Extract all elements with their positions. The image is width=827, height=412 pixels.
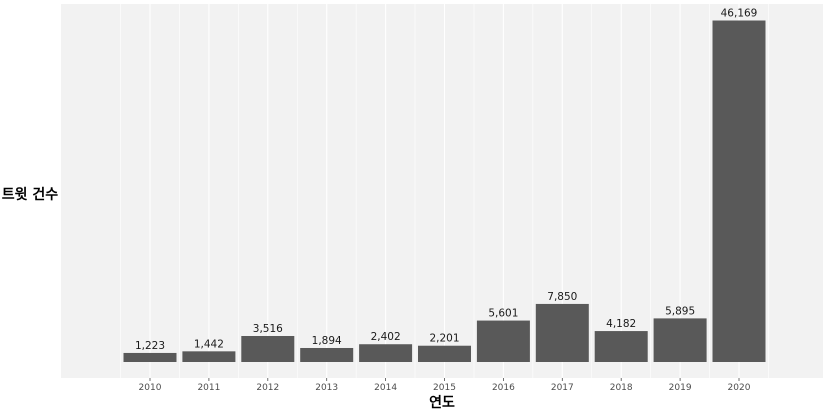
bar-value-label: 2,201 [429, 333, 459, 345]
bar-value-label: 5,895 [665, 305, 695, 317]
bar-value-label: 4,182 [606, 318, 636, 330]
bar-value-label: 3,516 [253, 323, 283, 335]
x-tick-label: 2011 [197, 383, 220, 393]
x-tick-label: 2013 [315, 383, 338, 393]
bar [300, 347, 354, 362]
bar [594, 331, 648, 362]
x-tick-label: 2014 [374, 383, 397, 393]
x-tick-label: 2010 [139, 383, 162, 393]
plot-panel [61, 4, 823, 378]
x-tick-label: 2016 [492, 383, 515, 393]
bars [123, 20, 766, 363]
bar [123, 352, 177, 362]
bar [476, 320, 530, 362]
x-axis-title: 연도 [429, 395, 455, 411]
bar [712, 20, 766, 363]
x-tick-label: 2015 [433, 383, 456, 393]
bar-value-label: 1,894 [312, 335, 342, 347]
x-tick-label: 2019 [669, 383, 692, 393]
y-axis-title: 트윗 건수 [2, 186, 59, 203]
bar-value-label: 1,223 [135, 340, 165, 352]
bar [359, 344, 413, 362]
data-labels: 1,223 1,442 3,516 1,894 2,402 2,201 5,601 7,850… [135, 8, 757, 352]
bar-value-label: 46,169 [721, 8, 758, 20]
x-axis-ticks: 2010 2011 2012 2013 2014 2015 2016 2017 2018 2019… [139, 378, 751, 393]
bar-value-label: 2,402 [371, 331, 401, 343]
bar [182, 351, 236, 362]
bar-value-label: 7,850 [547, 291, 577, 303]
x-tick-label: 2020 [728, 383, 751, 393]
bar [653, 318, 707, 362]
x-tick-label: 2018 [610, 383, 633, 393]
bar [241, 335, 295, 362]
bar [535, 303, 589, 362]
x-tick-label: 2012 [256, 383, 279, 393]
bar [418, 345, 471, 362]
x-tick-label: 2017 [551, 383, 574, 393]
bar-value-label: 1,442 [194, 338, 224, 350]
bar-value-label: 5,601 [488, 308, 518, 320]
